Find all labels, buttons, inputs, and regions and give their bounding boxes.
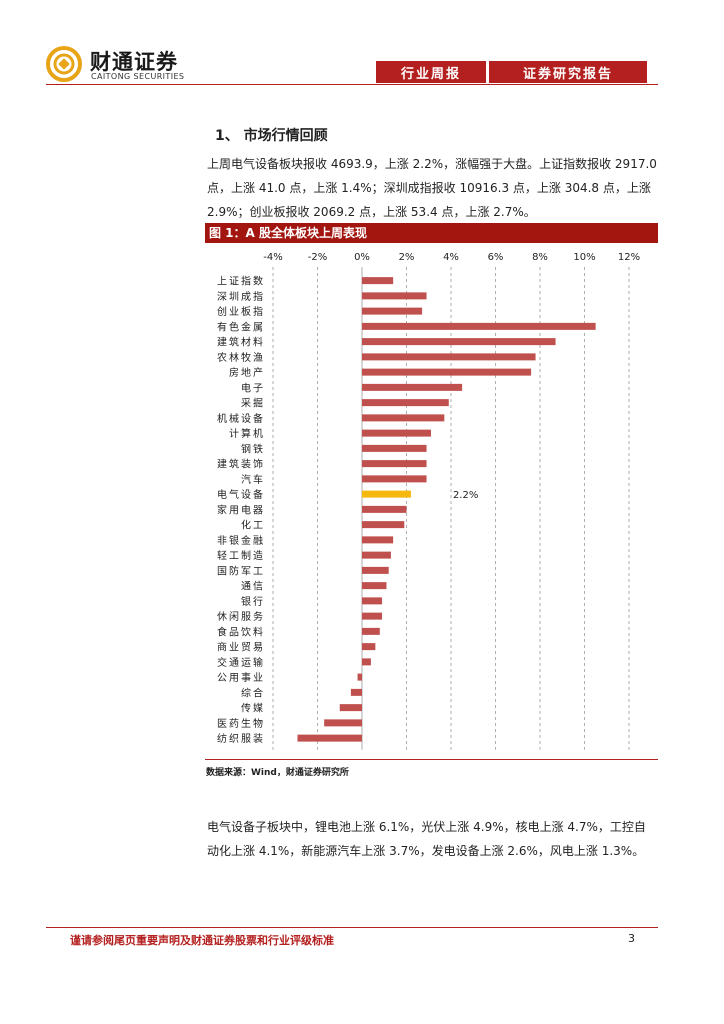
category-label: 房地产 xyxy=(229,366,265,379)
bar xyxy=(362,383,463,391)
bar xyxy=(362,612,383,620)
category-label: 有色金属 xyxy=(217,320,265,333)
bar xyxy=(350,688,362,696)
bar xyxy=(362,414,445,422)
market-review-paragraph: 上周电气设备板块报收 4693.9，上涨 2.2%，涨幅强于大盘。上证指数报收 … xyxy=(207,152,659,224)
category-label: 上证指数 xyxy=(217,275,265,288)
bar xyxy=(362,460,427,468)
category-label: 银行 xyxy=(241,595,265,608)
sub-sector-paragraph: 电气设备子板块中，锂电池上涨 6.1%，光伏上涨 4.9%，核电上涨 4.7%，… xyxy=(207,815,659,863)
category-label: 农林牧渔 xyxy=(217,351,265,364)
category-label: 电气设备 xyxy=(217,488,265,501)
x-tick-label: 2% xyxy=(399,252,415,263)
bar xyxy=(362,551,391,559)
bar xyxy=(362,566,389,574)
logo: 财通证券 CAITONG SECURITIES xyxy=(46,44,196,84)
bar xyxy=(362,597,383,605)
category-label: 轻工制造 xyxy=(217,549,265,562)
paragraph-line: 上周电气设备板块报收 4693.9，上涨 2.2%，涨幅强于大盘。上证指数报收 … xyxy=(207,157,657,171)
bar xyxy=(324,719,362,727)
bar xyxy=(362,582,387,590)
x-tick-label: 8% xyxy=(532,252,548,263)
logo-text-cn: 财通证券 xyxy=(90,50,178,74)
caitong-logo-icon xyxy=(46,46,82,82)
category-label: 食品饮料 xyxy=(217,625,265,638)
category-label: 公用事业 xyxy=(217,671,265,684)
x-tick-label: -2% xyxy=(308,252,327,263)
header-tab-weekly: 行业周报 xyxy=(376,61,486,83)
category-label: 创业板指 xyxy=(217,305,265,318)
paragraph-line: 动化上涨 4.1%，新能源汽车上涨 3.7%，发电设备上涨 2.6%，风电上涨 … xyxy=(207,844,645,858)
footer-disclaimer: 谨请参阅尾页重要声明及财通证券股票和行业评级标准 xyxy=(70,934,334,947)
category-label: 纺织服装 xyxy=(217,732,265,745)
bar xyxy=(339,704,362,712)
bar xyxy=(362,643,376,651)
bar xyxy=(362,429,431,437)
bar xyxy=(362,475,427,483)
category-label: 计算机 xyxy=(229,427,265,440)
category-label: 交通运输 xyxy=(217,656,265,669)
bar xyxy=(362,399,449,407)
header-divider xyxy=(46,84,658,85)
category-label: 建筑材料 xyxy=(217,336,265,349)
x-tick-label: 6% xyxy=(488,252,504,263)
bar xyxy=(362,292,427,300)
bar xyxy=(362,521,405,529)
x-tick-label: -4% xyxy=(263,252,282,263)
bar xyxy=(362,368,532,376)
bar xyxy=(362,277,394,285)
paragraph-line: 2.9%；创业板报收 2069.2 点，上涨 53.4 点，上涨 2.7%。 xyxy=(207,205,536,219)
bar xyxy=(362,444,427,452)
sector-performance-chart: -4% -2% 0% 2% 4% 6% 8% 10% 12% 上证指数深圳成指创业板指有色金属建筑… xyxy=(217,252,640,750)
category-label: 非银金融 xyxy=(217,534,265,547)
paragraph-line: 电气设备子板块中，锂电池上涨 6.1%，光伏上涨 4.9%，核电上涨 4.7%，… xyxy=(207,820,646,834)
category-label: 深圳成指 xyxy=(217,290,265,303)
category-label: 医药生物 xyxy=(217,717,265,730)
bar xyxy=(362,338,556,346)
category-label: 通信 xyxy=(241,581,265,593)
bar xyxy=(362,505,407,513)
category-label: 国防军工 xyxy=(217,564,265,577)
section-heading: 1、 市场行情回顾 xyxy=(215,128,328,144)
category-label: 采掘 xyxy=(241,397,265,410)
bar xyxy=(362,353,536,361)
bar xyxy=(362,536,394,544)
bar xyxy=(362,307,423,315)
footer-divider xyxy=(46,927,658,928)
page-number: 3 xyxy=(628,932,635,945)
category-label: 化工 xyxy=(241,519,265,532)
bar xyxy=(362,658,371,666)
figure-source: 数据来源：Wind，财通证券研究所 xyxy=(206,768,349,778)
x-tick-label: 10% xyxy=(573,252,595,263)
category-label: 建筑装饰 xyxy=(217,458,265,471)
bar xyxy=(362,627,380,635)
category-label: 电子 xyxy=(241,381,265,394)
paragraph-line: 点，上涨 41.0 点，上涨 1.4%；深圳成指报收 10916.3 点，上涨 … xyxy=(207,181,651,195)
category-label: 休闲服务 xyxy=(217,610,265,623)
header-tab-report: 证券研究报告 xyxy=(489,61,647,83)
category-label: 传媒 xyxy=(241,703,265,715)
bar xyxy=(362,322,596,330)
category-label: 机械设备 xyxy=(217,412,265,425)
bar xyxy=(357,673,362,681)
category-label: 汽车 xyxy=(241,473,265,486)
category-label: 家用电器 xyxy=(217,503,265,516)
x-tick-label: 4% xyxy=(443,252,459,263)
highlight-bar xyxy=(362,490,411,498)
bar xyxy=(297,734,362,742)
logo-text-en: CAITONG SECURITIES xyxy=(91,72,185,81)
category-label: 综合 xyxy=(241,686,265,699)
category-label: 钢铁 xyxy=(241,442,265,455)
category-label: 商业贸易 xyxy=(217,641,265,654)
x-tick-label: 12% xyxy=(618,252,640,263)
figure-title: 图 1：A 股全体板块上周表现 xyxy=(205,223,658,243)
source-divider xyxy=(205,759,658,760)
x-tick-label: 0% xyxy=(354,252,370,263)
data-label: 2.2% xyxy=(453,490,478,501)
